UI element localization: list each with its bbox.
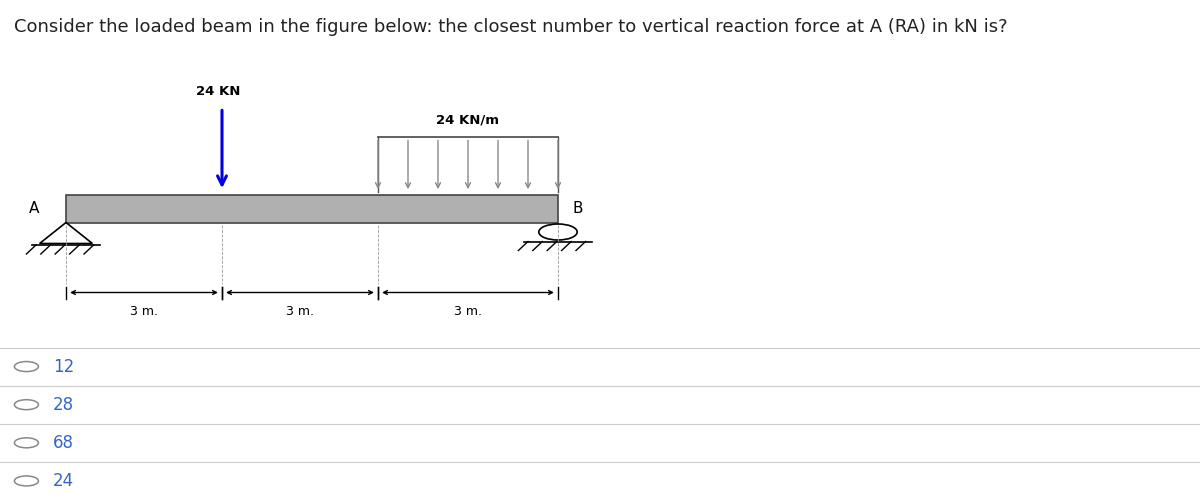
Text: 3 m.: 3 m. bbox=[130, 305, 158, 318]
Text: 3 m.: 3 m. bbox=[454, 305, 482, 318]
Text: 24: 24 bbox=[53, 472, 74, 490]
Text: 24 KN/m: 24 KN/m bbox=[437, 114, 499, 126]
Text: 68: 68 bbox=[53, 434, 74, 452]
Text: 12: 12 bbox=[53, 358, 74, 376]
Text: B: B bbox=[572, 201, 583, 216]
Text: Consider the loaded beam in the figure below: the closest number to vertical rea: Consider the loaded beam in the figure b… bbox=[14, 18, 1008, 36]
Text: 28: 28 bbox=[53, 396, 74, 413]
Bar bbox=[66, 195, 558, 222]
Text: 24 KN: 24 KN bbox=[197, 86, 240, 98]
Text: 3 m.: 3 m. bbox=[286, 305, 314, 318]
Text: A: A bbox=[29, 201, 40, 216]
